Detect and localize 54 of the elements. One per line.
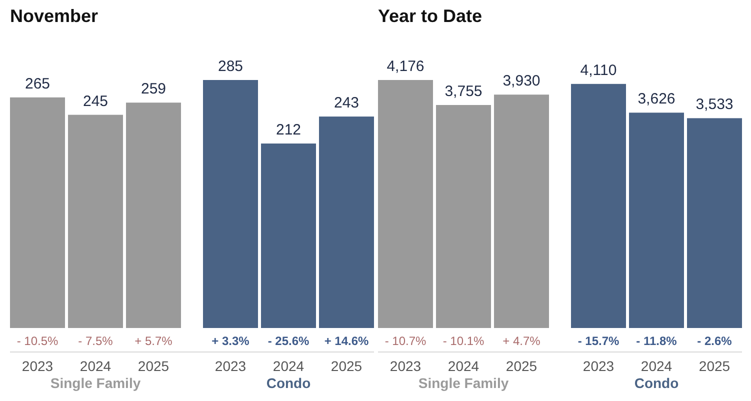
text: - 7.5%	[78, 334, 114, 348]
text: + 3.3%	[212, 334, 250, 348]
text: - 15.7%	[578, 334, 620, 348]
data-label: 4,176	[386, 58, 424, 75]
bar	[68, 114, 123, 328]
text: - 25.6%	[268, 334, 310, 348]
x-tick-label: 2025	[138, 358, 170, 374]
bar	[494, 94, 549, 328]
x-tick-label: 2023	[214, 358, 246, 374]
text: Condo	[634, 375, 679, 391]
bar	[203, 80, 258, 328]
x-tick-label: 2025	[330, 358, 362, 374]
bar	[378, 80, 433, 328]
x-tick-label: 2025	[698, 358, 730, 374]
bar	[126, 102, 181, 328]
text: - 11.8%	[636, 334, 678, 348]
data-label: 3,930	[502, 72, 540, 90]
bar	[687, 118, 742, 328]
text: + 5.7%	[134, 334, 173, 348]
bar	[436, 105, 491, 328]
data-label: 4,110	[580, 62, 617, 79]
x-tick-label: 2023	[582, 358, 614, 374]
text: + 4.7%	[502, 334, 541, 348]
data-label: 245	[82, 92, 108, 110]
text: + 14.6%	[324, 334, 370, 348]
data-label: 212	[276, 122, 302, 139]
text: Single Family	[50, 375, 141, 391]
text: - 2.6%	[697, 334, 732, 348]
bar	[319, 116, 374, 328]
data-label: 243	[334, 94, 360, 112]
x-tick-label: 2024	[448, 358, 480, 374]
x-tick-label: 2023	[390, 358, 422, 374]
data-label: 3,755	[444, 83, 482, 100]
chart-title: Year to Date	[378, 6, 482, 26]
text: - 10.7%	[384, 334, 427, 348]
data-label: 265	[24, 75, 50, 92]
bar	[629, 112, 684, 328]
text: - 10.5%	[16, 334, 59, 348]
x-tick-label: 2024	[80, 358, 112, 374]
x-tick-label: 2025	[506, 358, 538, 374]
bar	[261, 144, 316, 328]
text: Condo	[266, 375, 311, 391]
x-tick-label: 2024	[640, 358, 672, 374]
data-label: 285	[218, 58, 244, 75]
text: Single Family	[418, 375, 509, 391]
data-label: 3,533	[696, 96, 734, 114]
data-label: 3,626	[638, 90, 676, 108]
bar	[10, 97, 65, 328]
data-label: 259	[140, 80, 166, 98]
x-tick-label: 2023	[22, 358, 54, 374]
text: - 10.1%	[442, 334, 485, 348]
x-tick-label: 2024	[272, 358, 304, 374]
chart-title: November	[10, 6, 98, 26]
bar	[571, 84, 626, 328]
